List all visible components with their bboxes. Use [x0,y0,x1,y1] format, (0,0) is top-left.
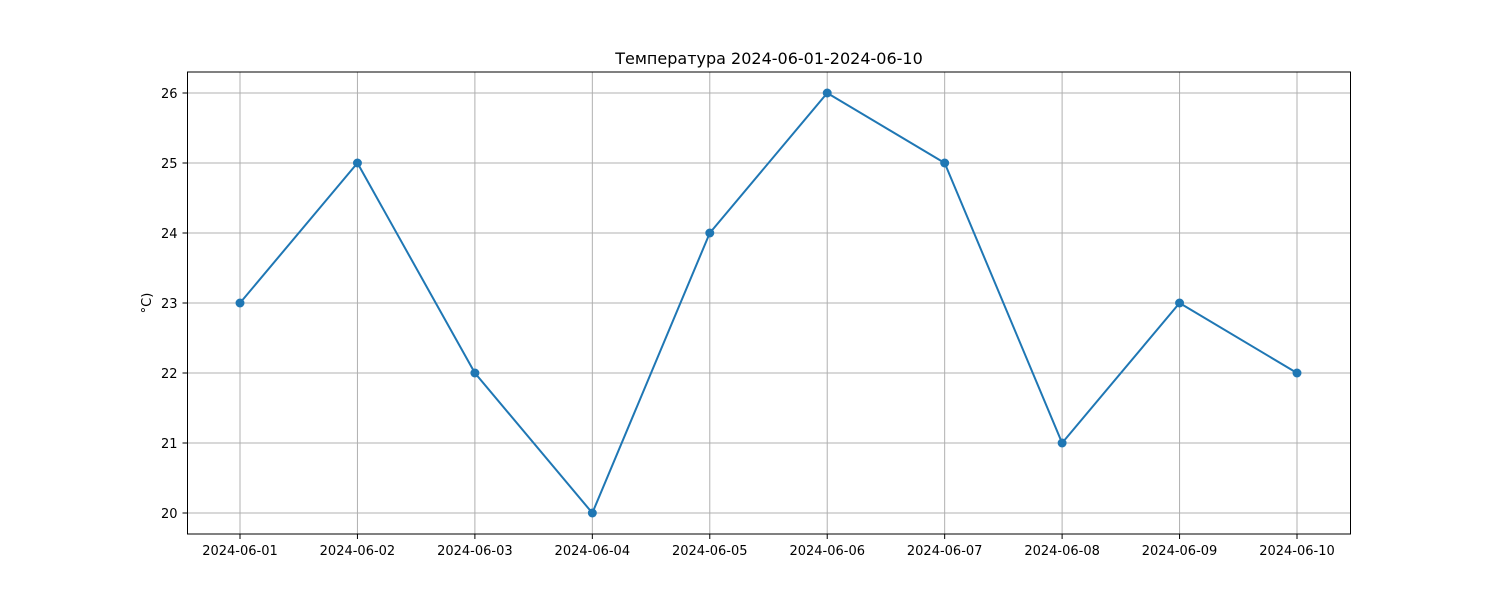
y-axis-ticks: 20 21 22 23 24 25 26 [161,87,188,522]
grid-lines [187,72,1351,534]
x-tick-label: 2024-06-09 [1142,544,1218,559]
x-tick-label: 2024-06-03 [437,544,513,559]
x-tick-label: 2024-06-06 [789,544,865,559]
y-tick-label: 23 [161,297,178,312]
data-point [470,368,480,378]
data-point [352,158,362,168]
data-point [1057,438,1067,448]
y-tick-label: 21 [161,437,178,452]
y-tick-label: 25 [161,157,178,172]
data-point [1175,298,1185,308]
data-point [587,508,597,518]
y-tick-label: 20 [161,507,178,522]
x-tick-label: 2024-06-10 [1259,544,1335,559]
series-markers [235,88,1302,518]
x-tick-label: 2024-06-07 [907,544,983,559]
x-tick-label: 2024-06-02 [320,544,396,559]
data-point [940,158,950,168]
y-tick-label: 26 [161,87,178,102]
y-tick-label: 24 [161,227,178,242]
data-point [1292,368,1302,378]
y-tick-label: 22 [161,367,178,382]
x-axis-ticks: 2024-06-01 2024-06-02 2024-06-03 2024-06-04… [202,534,1335,559]
x-tick-label: 2024-06-04 [555,544,631,559]
y-axis-label: °C) [140,293,155,314]
series-line [239,92,1298,514]
x-tick-label: 2024-06-05 [672,544,748,559]
x-tick-label: 2024-06-08 [1024,544,1100,559]
chart-title: Температура 2024-06-01-2024-06-10 [614,49,923,68]
x-tick-label: 2024-06-01 [202,544,278,559]
data-point [822,88,832,98]
data-point [235,298,245,308]
series-lines [239,92,1298,514]
data-point [705,228,715,238]
